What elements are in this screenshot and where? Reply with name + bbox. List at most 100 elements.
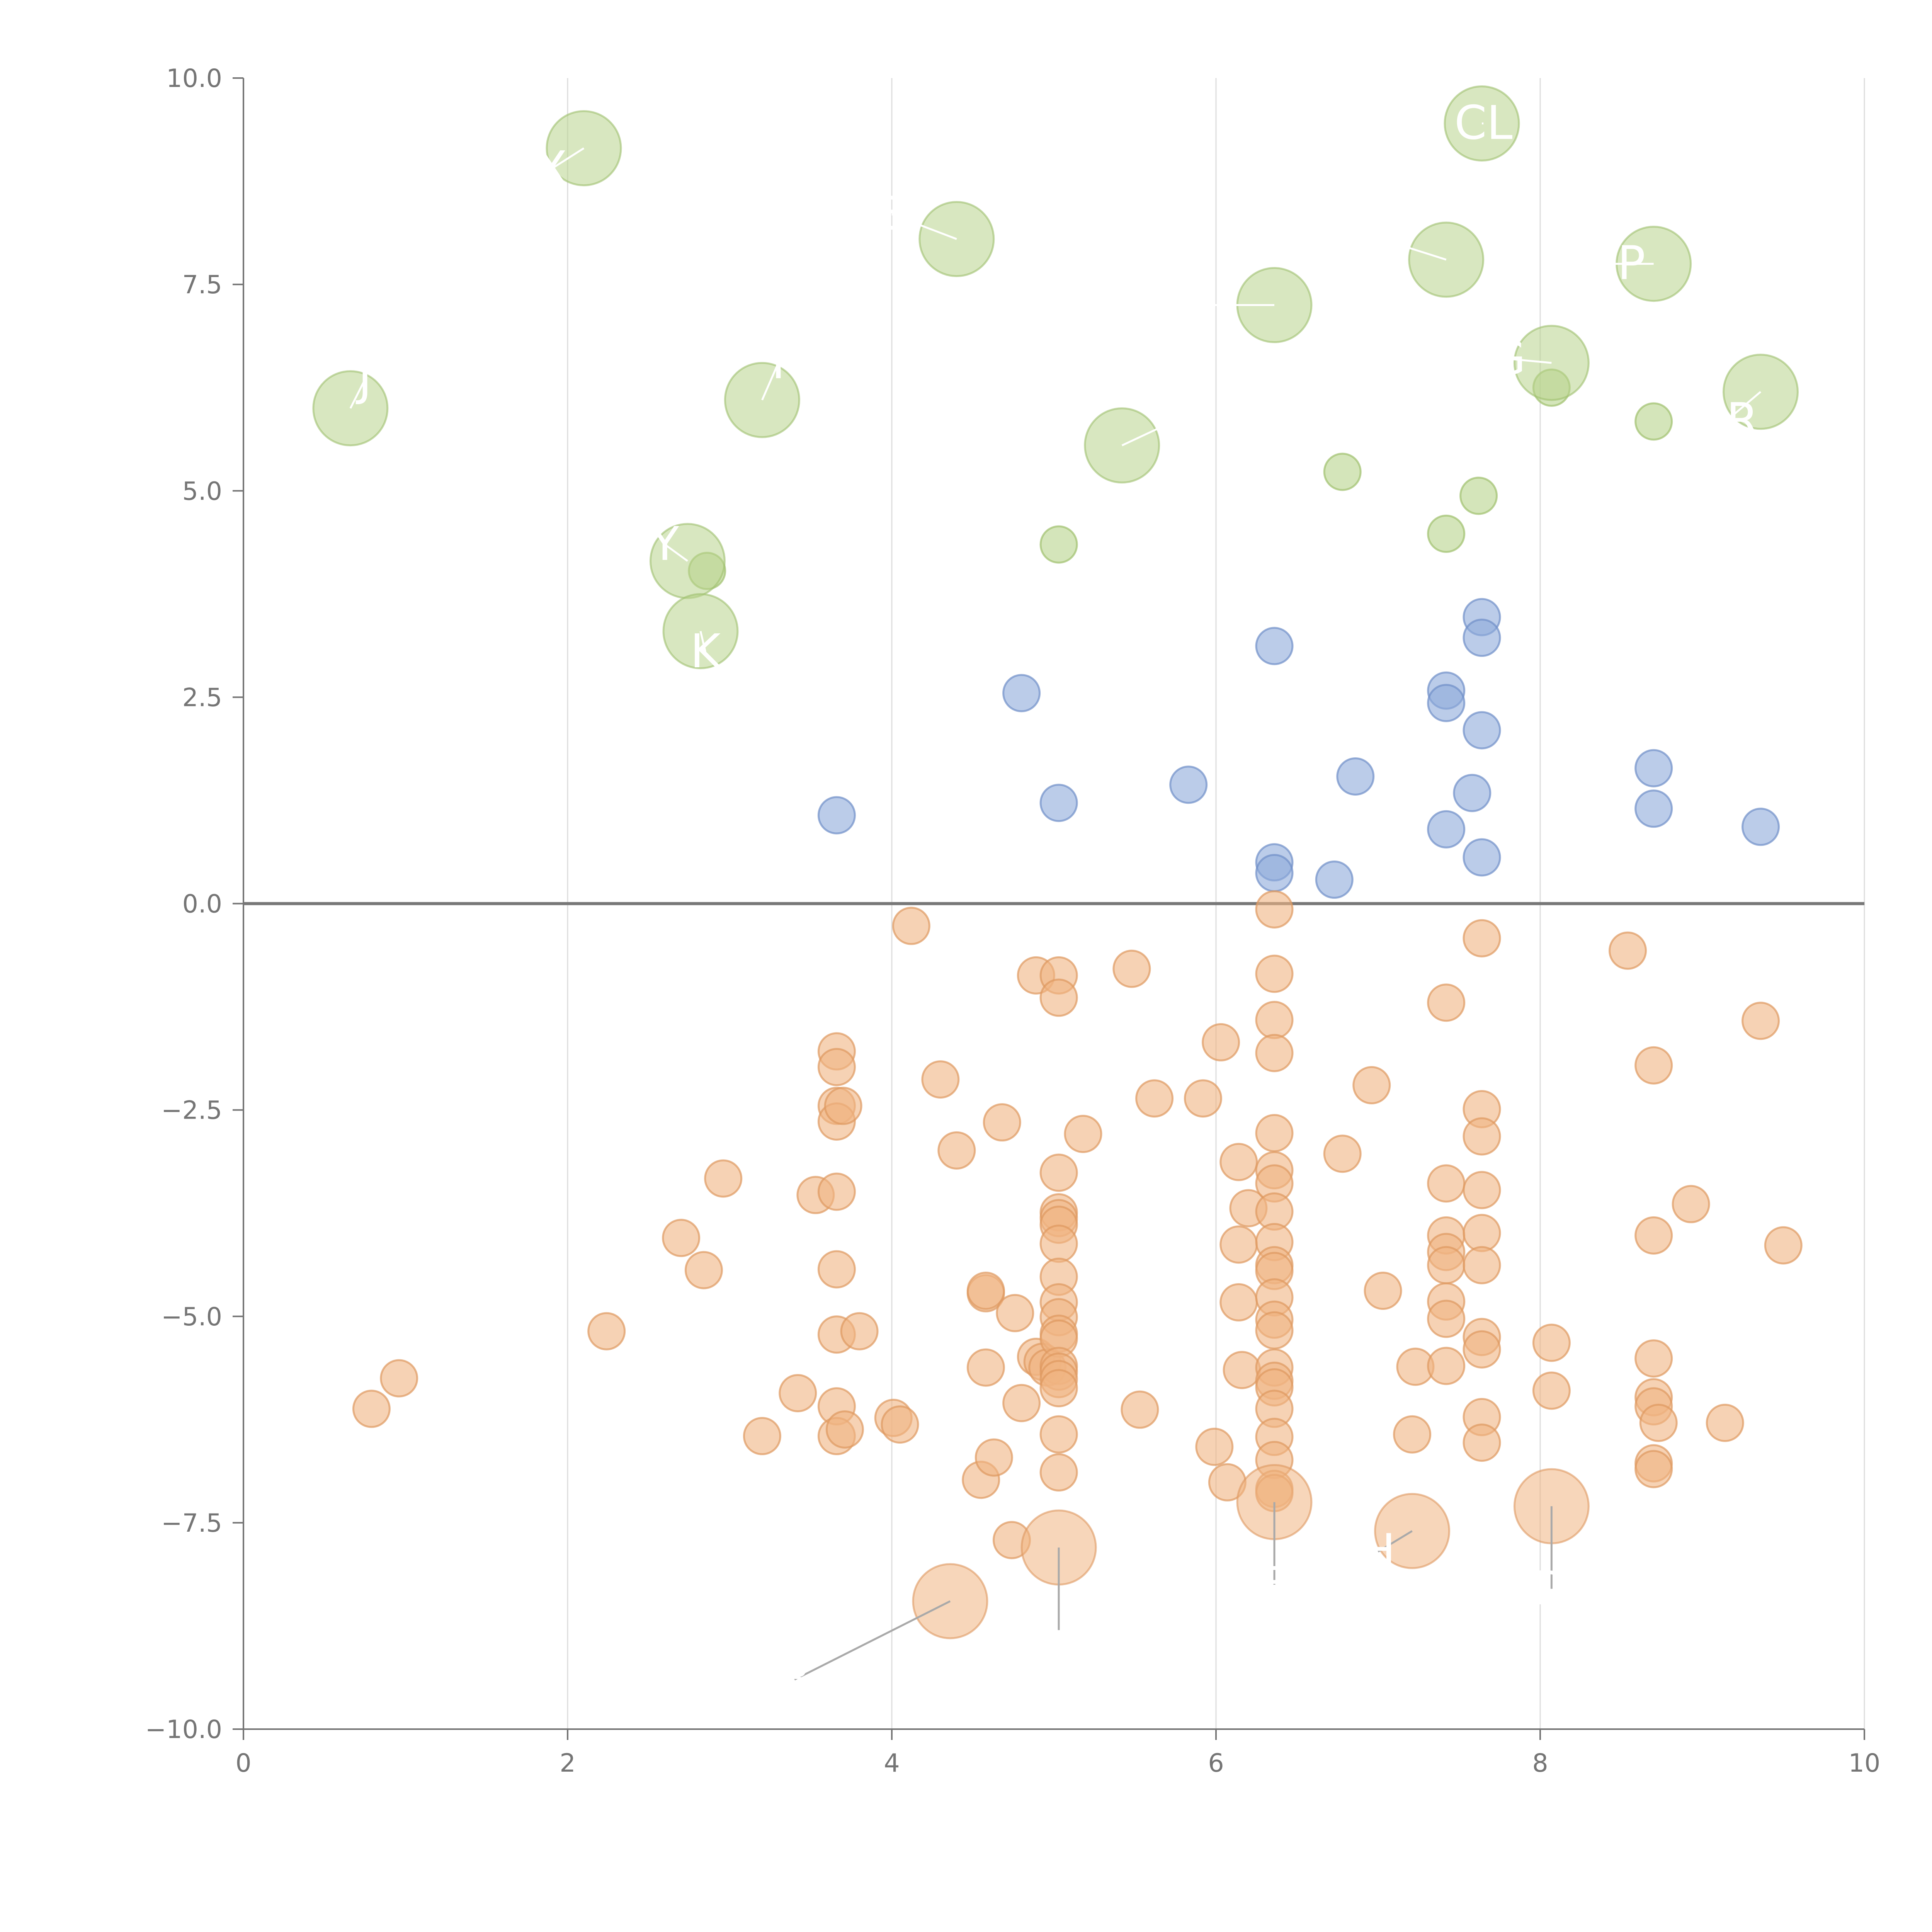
bubble-label-leader [1121,415,1184,447]
bubble-label: N [1377,216,1412,270]
bubble-label-leader [1378,1530,1413,1553]
positive_low-point [1634,789,1673,828]
negative-point [1706,1403,1744,1442]
bubble-labels: J X YK T E R Z N CL G OP AR B M F H D [355,97,1759,1706]
negative-point [1002,1384,1041,1422]
negative-point [966,1272,1005,1310]
negative-point [743,1417,781,1456]
negative-point [1463,1423,1501,1462]
positive_low-point [1427,810,1466,849]
positive_high-point [1634,402,1673,441]
negative-point [1463,1214,1501,1252]
negative-point [1219,1143,1258,1181]
bubble-label: AR [1695,394,1759,447]
positive_low-point [1463,619,1501,657]
negative-point [817,1250,856,1289]
negative-point [1463,1171,1501,1209]
negative-point [1352,1066,1391,1105]
negative-point [1634,1450,1673,1488]
positive_high-point [1427,514,1466,553]
negative-point [1463,919,1501,957]
negative-point [1219,1225,1258,1264]
bubble-label-leader [551,147,585,170]
negative-point [966,1348,1005,1387]
positive_low-point [1427,684,1466,722]
positive_low-point [817,796,856,835]
positive_low-point [1169,765,1208,804]
positive_low-point [1453,774,1492,812]
positive_low-point [1255,854,1294,892]
negative-point [996,1294,1034,1332]
bubble-label: H [1361,1525,1395,1578]
negative-point [1039,1225,1078,1263]
negative-point [1255,890,1294,929]
bubble-label: R [1167,389,1199,443]
negative-point [1064,1115,1102,1153]
bubble-label-leader [761,362,779,401]
bubble-label: M [1039,1603,1079,1657]
data-points [352,368,1803,1560]
negative-point [1532,1323,1571,1362]
bubble-label: OP [1581,237,1645,291]
negative-point [1427,1164,1466,1203]
negative-point [1427,983,1466,1022]
bubble-label-leader [1394,242,1447,261]
bubble-label: G [1490,332,1526,385]
positive_high-point [1323,452,1362,491]
bubble-label: X [536,142,567,196]
bubble-label-leader [794,1600,951,1681]
positive_high-point [1039,525,1078,564]
bubble-label: E [877,187,906,241]
tick-labels: 10.0 7.5 5.0 2.5 0.0 −2.5 −5.0 −7.5 −10.0 0 2 4 6 8 10 [145,64,1881,1778]
y-tick-label: −7.5 [161,1509,222,1538]
negative-point [817,1172,856,1211]
bubble-label: Y [650,517,679,571]
negative-point [1742,1002,1780,1040]
bubble-label-leader [699,631,707,652]
positive_low-point [1336,757,1375,796]
positive_low-point [1742,808,1780,846]
negative-point [1463,1246,1501,1284]
negative-point [881,1405,919,1444]
negative-point [817,1048,856,1087]
bubble-label: K [690,625,722,679]
axes [233,77,1865,1740]
negative-point [1427,1246,1466,1284]
negative-point [1634,1339,1673,1378]
negative-point [1219,1283,1258,1321]
negative-point [1112,949,1151,988]
bubble-label: T [764,336,793,389]
negative-point [1764,1226,1803,1265]
negative-point [684,1251,723,1289]
x-tick-label: 0 [235,1749,251,1778]
negative-point [1427,1299,1466,1338]
negative-point [824,1087,862,1125]
negative-point [1672,1185,1710,1223]
negative-point [1427,1347,1466,1385]
x-tick-label: 10 [1849,1749,1881,1778]
negative-point [1121,1390,1159,1429]
negative-point [975,1438,1013,1477]
negative-point [779,1374,817,1412]
negative-point [662,1219,701,1257]
negative-point [704,1159,743,1198]
bubble-label-leader [891,213,957,240]
negative-point [587,1312,626,1350]
bubble-label: J [355,352,372,406]
positive_low-point [1002,674,1041,713]
negative-point [1195,1427,1234,1466]
y-tick-label: 7.5 [182,270,222,299]
positive_low-point [1255,627,1294,665]
negative-point [1323,1134,1362,1173]
negative-point [1255,954,1294,993]
negative-point [1039,1153,1078,1192]
bubble-label: Z [1176,278,1208,332]
x-tick-label: 4 [884,1749,900,1778]
y-tick-label: 10.0 [166,64,222,93]
negative-point [1184,1079,1222,1118]
negative-point [840,1312,879,1350]
negative-point [1039,1369,1078,1408]
negative-point [380,1359,418,1398]
